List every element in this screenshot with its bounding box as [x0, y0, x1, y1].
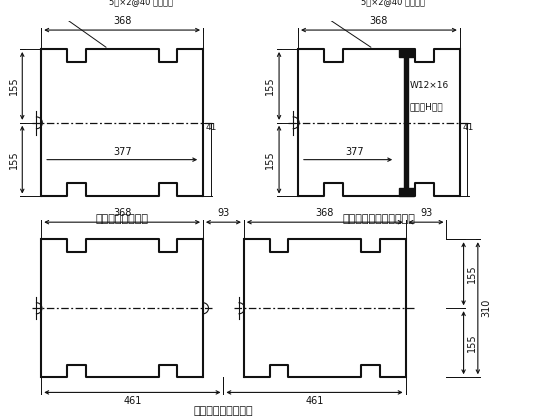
- Text: 461: 461: [305, 396, 324, 406]
- Text: 155: 155: [468, 333, 478, 352]
- Text: 5宽×2@40 深加劲肋: 5宽×2@40 深加劲肋: [361, 0, 425, 6]
- Text: 加强型压型钢板横截面图: 加强型压型钢板横截面图: [342, 214, 415, 223]
- Text: 155: 155: [468, 265, 478, 283]
- Text: 41: 41: [463, 123, 474, 132]
- Text: 宽翼缘H型钢: 宽翼缘H型钢: [409, 102, 443, 111]
- Text: 368: 368: [316, 208, 334, 218]
- Text: 压型钢板拼装示意图: 压型钢板拼装示意图: [193, 406, 253, 416]
- Text: W12×16: W12×16: [409, 81, 449, 90]
- Text: 155: 155: [8, 76, 18, 95]
- Text: 5宽×2@40 深加劲肋: 5宽×2@40 深加劲肋: [109, 0, 173, 6]
- Text: 93: 93: [420, 208, 432, 218]
- Text: 310: 310: [481, 299, 492, 318]
- Polygon shape: [405, 57, 408, 189]
- Text: 377: 377: [113, 147, 131, 157]
- Polygon shape: [399, 189, 414, 197]
- Text: 155: 155: [265, 150, 275, 169]
- Text: 155: 155: [265, 76, 275, 95]
- Text: 41: 41: [206, 123, 217, 132]
- Text: 377: 377: [345, 147, 364, 157]
- Text: 461: 461: [123, 396, 142, 406]
- Text: 368: 368: [113, 208, 131, 218]
- Polygon shape: [399, 49, 414, 57]
- Text: 压型钢板横截面图: 压型钢板横截面图: [96, 214, 148, 223]
- Text: 155: 155: [8, 150, 18, 169]
- Text: 368: 368: [370, 16, 388, 26]
- Text: 93: 93: [217, 208, 230, 218]
- Text: 368: 368: [113, 16, 131, 26]
